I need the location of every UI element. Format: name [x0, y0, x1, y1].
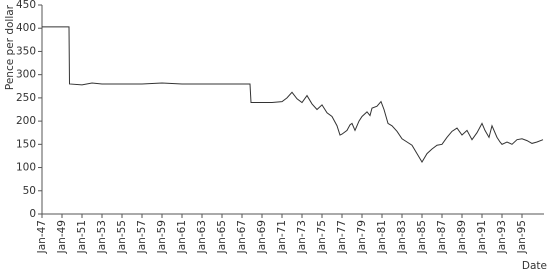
- x-tick-label: Jan-85: [416, 220, 428, 254]
- line: [42, 26, 544, 163]
- x-tick-label: Jan-59: [156, 220, 168, 254]
- y-tick-label: 200: [16, 115, 36, 127]
- x-tick-label: Jan-49: [56, 220, 68, 254]
- y-tick-label: 0: [29, 208, 36, 220]
- x-tick-label: Jan-89: [456, 220, 468, 254]
- x-tick-label: Jan-55: [116, 220, 128, 254]
- x-tick-label: Jan-87: [436, 220, 448, 254]
- x-tick-label: Jan-71: [276, 220, 288, 254]
- x-tick-label: Jan-81: [376, 220, 388, 254]
- x-tick-label: Jan-51: [76, 220, 88, 254]
- y-tick-label: 400: [16, 22, 36, 34]
- x-tick-label: Jan-75: [316, 220, 328, 254]
- x-tick-label: Jan-69: [256, 220, 268, 254]
- y-axis-label: Pence per dollar: [4, 4, 16, 90]
- x-tick-label: Jan-79: [356, 220, 368, 254]
- y-tick-label: 350: [16, 45, 36, 57]
- y-tick-label: 50: [23, 185, 36, 197]
- x-tick-label: Jan-47: [36, 220, 48, 254]
- x-tick-label: Jan-93: [496, 220, 508, 254]
- x-tick-label: Jan-63: [196, 220, 208, 254]
- x-tick-label: Jan-83: [396, 220, 408, 254]
- x-tick-label: Jan-73: [296, 220, 308, 254]
- x-axis-label: Date: [522, 260, 547, 272]
- y-tick-label: 300: [16, 69, 36, 81]
- x-tick-label: Jan-57: [136, 220, 148, 254]
- x-tick-label: Jan-95: [516, 220, 528, 254]
- x-tick-label: Jan-53: [96, 220, 108, 254]
- x-tick-label: Jan-61: [176, 220, 188, 254]
- y-tick-label: 150: [16, 138, 36, 150]
- x-tick-label: Jan-91: [476, 220, 488, 254]
- x-tick-label: Jan-67: [236, 220, 248, 254]
- x-tick-label: Jan-77: [336, 220, 348, 254]
- y-tick-label: 250: [16, 92, 36, 104]
- x-tick-label: Jan-65: [216, 220, 228, 254]
- y-tick-label: 450: [16, 0, 36, 11]
- y-tick-label: 100: [16, 162, 36, 174]
